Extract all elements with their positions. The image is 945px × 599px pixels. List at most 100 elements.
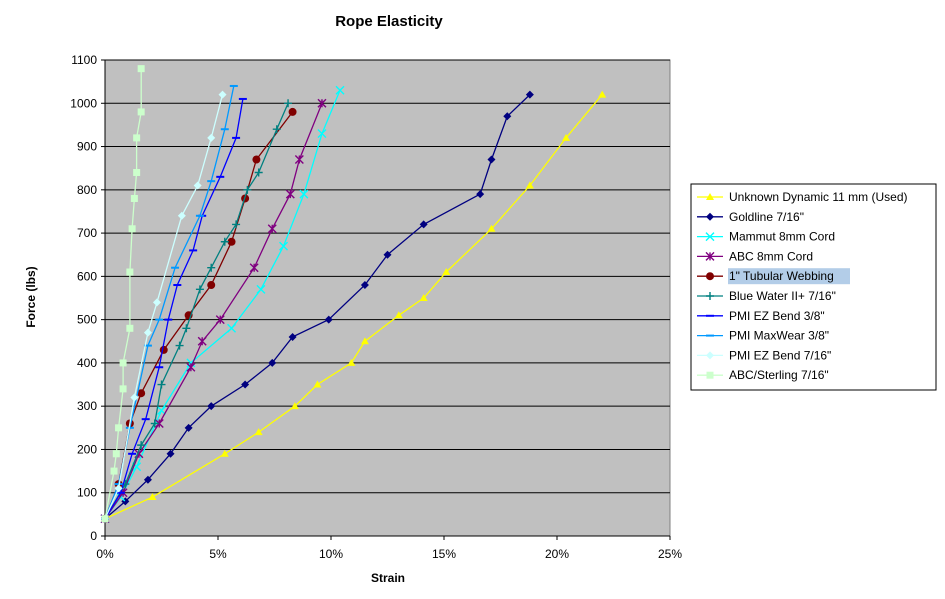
data-point (476, 190, 485, 199)
x-tick-label: 0% (96, 547, 114, 561)
data-point (207, 281, 216, 290)
data-point (284, 99, 293, 108)
data-point (525, 90, 534, 99)
data-point (215, 315, 225, 325)
data-point (335, 85, 345, 95)
data-point (195, 285, 204, 294)
data-point (115, 424, 123, 432)
series-layer (100, 65, 607, 524)
legend-item: PMI EZ Bend 3/8" (697, 309, 825, 323)
data-point (360, 337, 369, 345)
data-point (254, 428, 263, 436)
data-point (220, 237, 229, 246)
legend-marker (706, 212, 714, 221)
data-point (394, 311, 403, 319)
plot-area (104, 59, 671, 537)
gridlines (105, 59, 670, 537)
legend-item: Unknown Dynamic 11 mm (Used) (697, 190, 908, 204)
y-tick-label: 900 (77, 140, 97, 154)
legend-marker (706, 371, 714, 379)
data-point (114, 484, 123, 493)
legend-label: Unknown Dynamic 11 mm (Used) (729, 190, 908, 204)
legend-marker (706, 193, 714, 200)
y-tick-label: 300 (77, 399, 97, 413)
y-tick-label: 1100 (71, 53, 97, 67)
data-point (184, 423, 193, 432)
data-point (207, 263, 216, 272)
data-point (137, 65, 145, 73)
data-point (186, 362, 196, 372)
series-line (104, 68, 142, 519)
legend-item: Mammut 8mm Cord (697, 230, 835, 244)
data-point (324, 315, 333, 324)
series-mammut-8mm-cord (100, 85, 345, 524)
y-axis-label: Force (lbs) (24, 266, 38, 327)
data-point (119, 385, 127, 393)
data-point (232, 220, 241, 229)
legend-box (690, 183, 937, 391)
data-point (177, 211, 186, 220)
data-point (419, 220, 428, 229)
data-point (128, 225, 136, 233)
data-point (249, 263, 259, 273)
legend: Unknown Dynamic 11 mm (Used) Goldline 7/1… (690, 183, 937, 391)
data-point (268, 358, 277, 367)
series-line (104, 103, 323, 520)
x-axis-ticks: 0% 5% 10% 15% 20% 25% (96, 536, 682, 561)
data-point (272, 125, 281, 134)
data-point (133, 169, 141, 177)
y-tick-label: 200 (77, 442, 97, 456)
axes (104, 60, 670, 537)
legend-item: 1" Tubular Webbing (697, 268, 850, 285)
data-point (207, 402, 216, 411)
data-point (154, 418, 164, 428)
data-point (288, 107, 297, 116)
data-point (207, 133, 216, 142)
data-point (137, 389, 146, 398)
x-tick-label: 25% (658, 547, 682, 561)
y-tick-label: 0 (90, 529, 97, 543)
data-point (243, 185, 252, 194)
legend-label: PMI EZ Bend 7/16" (729, 348, 831, 362)
data-point (252, 155, 261, 164)
series-line (104, 98, 244, 520)
data-point (285, 189, 295, 199)
series-pmi-ez-bend-3-8 (101, 97, 247, 520)
data-point (157, 380, 166, 389)
data-point (562, 133, 571, 141)
data-point (227, 323, 237, 333)
data-point (182, 324, 191, 333)
chart-title: Rope Elasticity (335, 13, 443, 30)
x-tick-label: 5% (209, 547, 227, 561)
data-point (290, 402, 299, 410)
data-point (313, 380, 322, 388)
data-point (288, 332, 297, 341)
data-point (193, 181, 202, 190)
data-point (267, 224, 277, 234)
data-point (159, 345, 168, 354)
data-point (442, 268, 451, 276)
data-point (241, 380, 250, 389)
data-point (110, 467, 118, 475)
legend-item: PMI MaxWear 3/8" (697, 329, 829, 343)
y-tick-label: 600 (77, 269, 97, 283)
series-blue-water-ii-7-16 (101, 99, 293, 523)
data-point (317, 98, 327, 108)
legend-item: ABC 8mm Cord (697, 249, 813, 263)
data-point (347, 358, 356, 366)
data-point (112, 450, 120, 458)
data-point (133, 134, 141, 142)
y-tick-label: 500 (77, 313, 97, 327)
x-tick-label: 10% (319, 547, 343, 561)
data-point (360, 281, 369, 290)
legend-label: Blue Water II+ 7/16" (729, 289, 836, 303)
legend-item: Goldline 7/16" (697, 210, 804, 224)
data-point (299, 189, 309, 199)
y-tick-label: 1000 (70, 96, 97, 110)
data-point (119, 359, 127, 367)
legend-marker (706, 351, 714, 360)
data-point (317, 129, 327, 139)
data-point (101, 515, 109, 523)
legend-item: PMI EZ Bend 7/16" (697, 348, 831, 362)
data-point (166, 449, 175, 458)
